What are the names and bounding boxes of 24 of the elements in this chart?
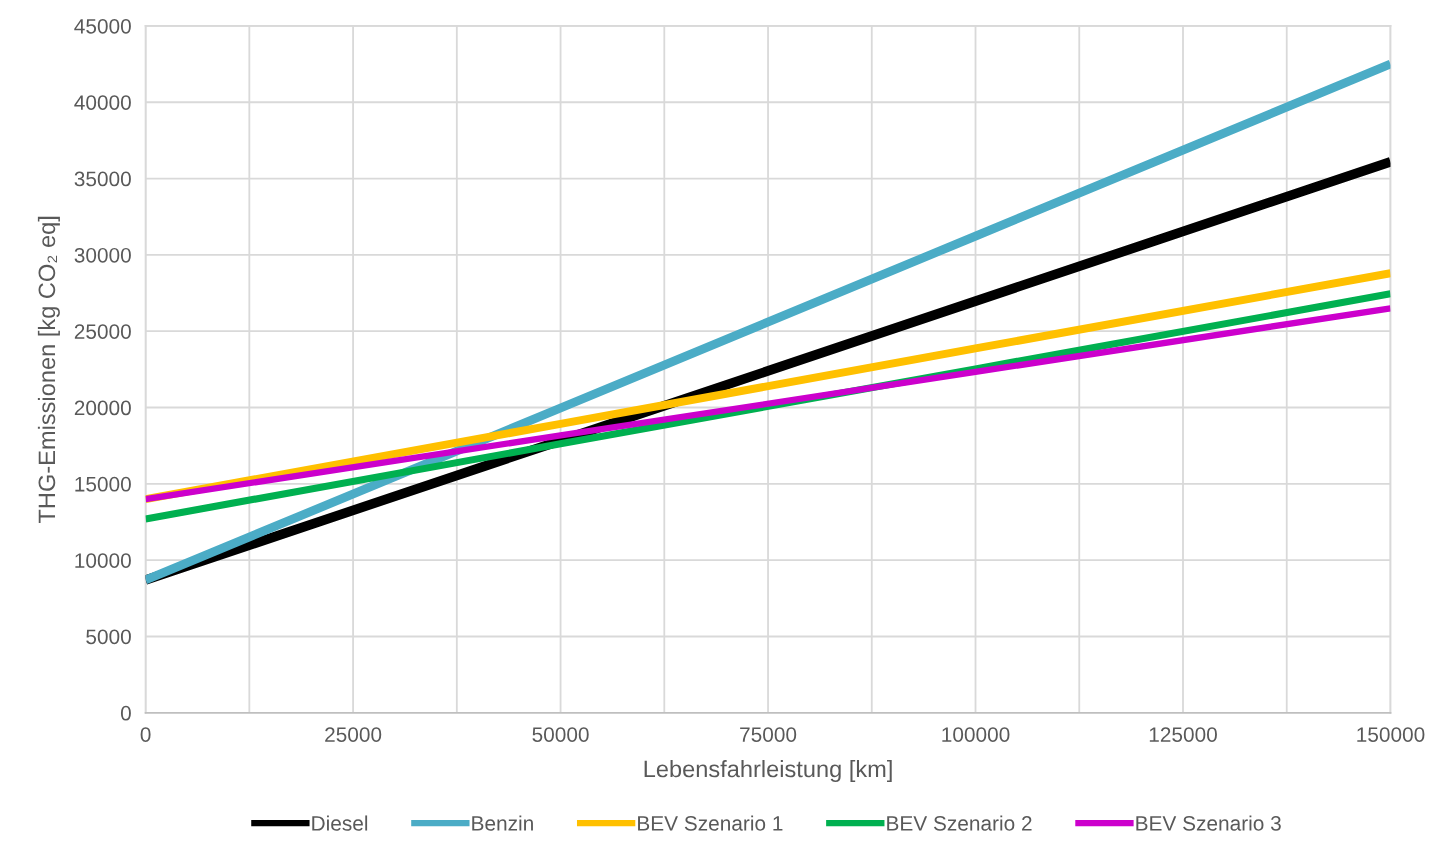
y-tick-label: 35000 <box>74 171 131 187</box>
legend-label: BEV Szenario 2 <box>887 815 1032 831</box>
x-tick-label: 150000 <box>1357 727 1425 742</box>
legend-label: Diesel <box>312 815 368 831</box>
y-tick-label: 45000 <box>74 18 131 34</box>
x-tick-label: 50000 <box>532 727 589 742</box>
x-tick-label: 75000 <box>740 727 797 742</box>
x-tick-label: 100000 <box>942 727 1010 742</box>
y-tick-label: 20000 <box>74 400 131 416</box>
y-tick-label: 0 <box>120 705 131 721</box>
y-tick-label: 40000 <box>74 95 131 110</box>
legend-label: Benzin <box>472 815 533 831</box>
y-tick-label: 5000 <box>86 629 131 645</box>
y-tick-label: 15000 <box>75 476 131 492</box>
legend-label: BEV Szenario 1 <box>638 815 783 831</box>
y-axis-title: THG-Emissionen [kg CO₂ eq] <box>37 216 60 523</box>
y-tick-label: 25000 <box>74 324 131 339</box>
y-tick-label: 30000 <box>74 247 131 263</box>
x-tick-label: 25000 <box>325 727 382 742</box>
x-axis-title: Lebensfahrleistung [km] <box>644 760 892 783</box>
y-tick-label: 10000 <box>75 553 131 568</box>
x-tick-label: 125000 <box>1149 727 1217 742</box>
x-tick-label: 0 <box>140 727 151 742</box>
legend-label: BEV Szenario 3 <box>1136 815 1281 831</box>
